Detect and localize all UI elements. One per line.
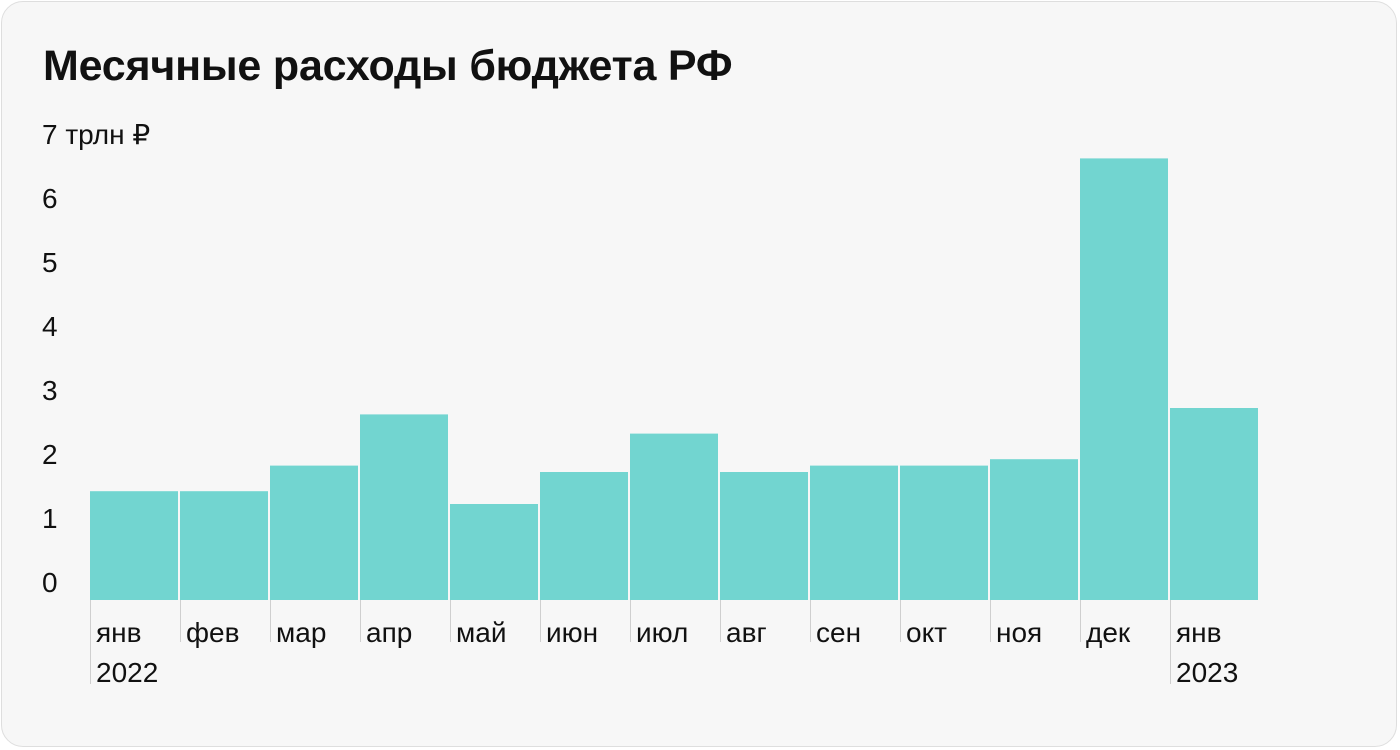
y-tick-label: 4 [42,311,58,342]
bar-сен [810,465,898,600]
bar-ноя [990,459,1078,600]
year-label: 2022 [96,657,158,688]
bar-фев [180,491,268,600]
bar-янв [90,491,178,600]
x-tick-label: сен [816,617,861,648]
bar-авг [720,472,808,600]
bar-мар [270,465,358,600]
x-tick-label: авг [726,617,767,648]
x-tick-label: апр [366,617,412,648]
bar-май [450,504,538,600]
x-tick-label: окт [906,617,947,648]
x-tick-label: дек [1086,617,1131,648]
y-tick-label: 5 [42,247,58,278]
bar-окт [900,465,988,600]
y-tick-label: 6 [42,183,58,214]
x-tick-label: июл [636,617,688,648]
x-tick-label: янв [96,617,142,648]
bars [90,158,1258,600]
y-axis-labels: 0 1 2 3 4 5 6 7 трлн ₽ [42,119,150,598]
x-axis-labels: янв 2022 фев мар апр май июн июл авг сен окт ноя дек… [90,600,1238,688]
y-tick-label: 0 [42,567,58,598]
x-tick-label: янв [1176,617,1222,648]
x-tick-label: мар [276,617,326,648]
y-tick-label: 7 трлн ₽ [42,119,150,150]
x-tick-label: май [456,617,506,648]
bar-апр [360,414,448,600]
x-tick-label: фев [186,617,239,648]
chart-title: Месячные расходы бюджета РФ [43,42,733,90]
bar-дек [1080,158,1168,600]
x-tick-label: июн [546,617,598,648]
bar-июл [630,433,718,600]
y-tick-label: 1 [42,503,58,534]
year-label: 2023 [1176,657,1238,688]
bar-июн [540,472,628,600]
bar-янв [1170,408,1258,600]
y-tick-label: 2 [42,439,58,470]
x-tick-label: ноя [996,617,1042,648]
y-tick-label: 3 [42,375,58,406]
